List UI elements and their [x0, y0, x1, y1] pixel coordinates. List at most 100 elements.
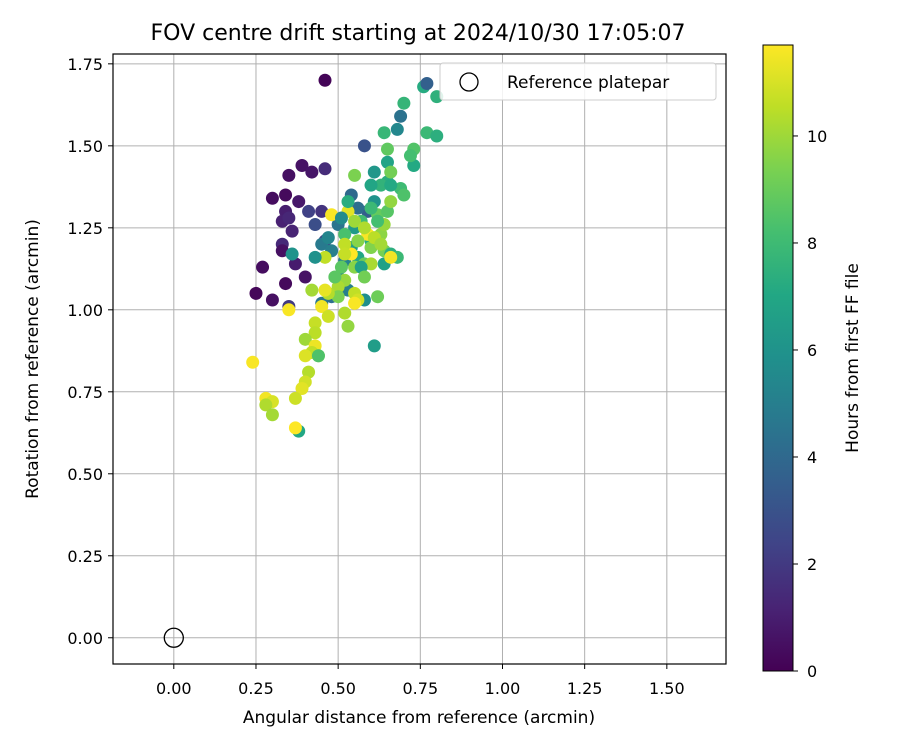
data-point [282, 211, 296, 225]
x-tick-label: 1.25 [567, 679, 603, 698]
x-tick-label: 0.75 [403, 679, 439, 698]
data-point [338, 247, 352, 261]
data-point [265, 191, 279, 205]
x-tick-label: 1.50 [649, 679, 685, 698]
data-point [397, 188, 411, 202]
data-point [357, 139, 371, 153]
data-point [403, 149, 417, 163]
data-point [384, 178, 398, 192]
data-point [288, 257, 302, 271]
data-point [364, 201, 378, 215]
data-point [367, 339, 381, 353]
x-tick-label: 1.00 [485, 679, 521, 698]
data-point [371, 290, 385, 304]
data-point [325, 208, 339, 222]
data-point [295, 159, 309, 173]
data-point [364, 178, 378, 192]
data-point [331, 290, 345, 304]
data-point [394, 109, 408, 123]
data-point [298, 332, 312, 346]
data-point [288, 421, 302, 435]
data-point [308, 250, 322, 264]
data-point [308, 326, 322, 340]
colorbar [762, 44, 794, 672]
colorbar-tick-label: 6 [807, 341, 817, 360]
y-tick-label: 0.00 [67, 629, 103, 648]
y-tick-label: 1.25 [67, 219, 103, 238]
data-point [308, 218, 322, 232]
x-axis-label: Angular distance from reference (arcmin) [243, 708, 595, 728]
data-point [397, 96, 411, 110]
data-point [328, 270, 342, 284]
data-point [318, 162, 332, 176]
data-point [246, 355, 260, 369]
data-point [265, 293, 279, 307]
data-point [348, 214, 362, 228]
data-point [430, 129, 444, 143]
y-axis-label: Rotation from reference (arcmin) [23, 219, 43, 499]
data-point [351, 201, 365, 215]
data-point [292, 195, 306, 209]
data-point [315, 300, 329, 314]
x-tick-label: 0.25 [238, 679, 274, 698]
y-tick-label: 1.50 [67, 137, 103, 156]
data-point [305, 165, 319, 179]
data-point [302, 204, 316, 218]
data-point [380, 155, 394, 169]
data-point [348, 296, 362, 310]
data-point [318, 283, 332, 297]
legend-marker-icon [459, 72, 479, 92]
data-point [338, 237, 352, 251]
reference-layer [163, 627, 184, 648]
data-point [279, 188, 293, 202]
data-point [384, 165, 398, 179]
colorbar-tick-label: 2 [807, 555, 817, 574]
colorbar-tick-label: 10 [807, 127, 827, 146]
data-point [357, 270, 371, 284]
data-point [351, 234, 365, 248]
data-point [308, 316, 322, 330]
data-point [348, 168, 362, 182]
data-point [318, 73, 332, 87]
y-tick-label: 0.25 [67, 547, 103, 566]
data-point [288, 391, 302, 405]
data-point [377, 126, 391, 140]
data-point [295, 382, 309, 396]
colorbar-label: Hours from first FF file [843, 263, 863, 453]
data-point [341, 195, 355, 209]
x-axis-ticks: 0.00 0.25 0.50 0.75 1.00 1.25 1.50 [156, 664, 685, 698]
data-point [341, 319, 355, 333]
y-tick-label: 0.75 [67, 383, 103, 402]
x-tick-label: 0.00 [156, 679, 192, 698]
colorbar-tick-label: 8 [807, 234, 817, 253]
data-point [384, 195, 398, 209]
data-point [357, 221, 371, 235]
data-point [285, 224, 299, 238]
legend-label: Reference platepar [507, 73, 669, 93]
data-point [380, 142, 394, 156]
data-points [246, 73, 444, 438]
data-point [420, 77, 434, 91]
data-point [282, 303, 296, 317]
data-point [364, 257, 378, 271]
data-point [364, 240, 378, 254]
colorbar-ticks: 0 2 4 6 8 10 [793, 127, 827, 681]
plot-frame [112, 53, 727, 665]
data-point [298, 270, 312, 284]
data-point [374, 237, 388, 251]
data-point [318, 250, 332, 264]
data-point [390, 122, 404, 136]
data-point [354, 260, 368, 274]
data-point [275, 244, 289, 258]
data-point [315, 204, 329, 218]
data-point [298, 349, 312, 363]
data-point [265, 408, 279, 422]
data-point [279, 277, 293, 291]
data-point [371, 214, 385, 228]
y-tick-label: 1.75 [67, 55, 103, 74]
data-point [321, 309, 335, 323]
data-point [367, 165, 381, 179]
legend: Reference platepar [439, 62, 717, 101]
data-point [282, 168, 296, 182]
